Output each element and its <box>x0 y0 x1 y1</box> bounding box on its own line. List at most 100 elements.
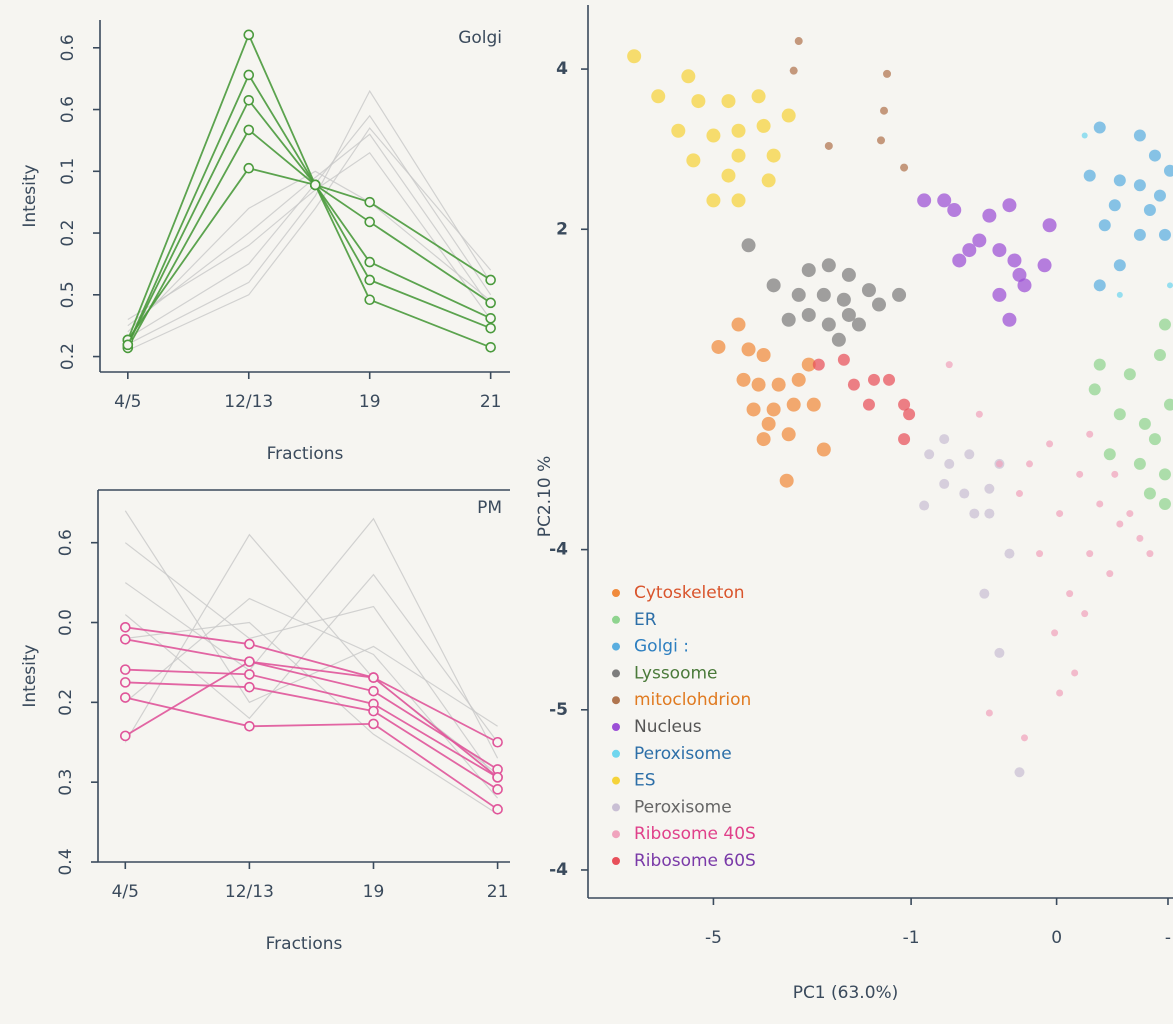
legend-label: ER <box>634 610 657 630</box>
point <box>627 49 642 64</box>
point <box>1113 408 1126 421</box>
point <box>944 458 955 469</box>
legend-marker <box>612 857 620 865</box>
point <box>751 377 766 392</box>
y-tick-label: 0.2 <box>58 220 78 247</box>
profile-line <box>124 510 498 727</box>
y-tick-label: 0.6 <box>58 34 78 61</box>
profile-point <box>364 216 376 228</box>
point <box>761 416 776 431</box>
point <box>831 332 846 347</box>
point <box>1126 510 1134 518</box>
point <box>984 483 995 494</box>
profile-point <box>243 29 255 41</box>
point <box>959 488 970 499</box>
point <box>741 238 756 253</box>
point <box>731 193 746 208</box>
y-tick-label: 0.1 <box>58 158 78 185</box>
profile-line <box>125 696 499 811</box>
point <box>1143 204 1156 217</box>
profile-point <box>364 294 376 306</box>
y-tick-label: 0.5 <box>58 281 78 308</box>
point <box>801 263 816 278</box>
profile-point <box>492 804 503 815</box>
point <box>781 427 796 442</box>
profile-line <box>124 542 499 783</box>
point <box>1133 129 1146 142</box>
point <box>731 317 746 332</box>
point <box>1066 590 1074 598</box>
point <box>1020 734 1028 742</box>
point <box>1158 468 1171 481</box>
point <box>1123 368 1136 381</box>
profile-point <box>368 718 379 730</box>
profile-point <box>244 720 255 732</box>
x-tick-label: 19 <box>363 882 385 902</box>
point <box>898 398 911 411</box>
point <box>766 148 781 163</box>
point <box>1143 487 1156 500</box>
point <box>1093 279 1106 292</box>
y-tick-label: 0.3 <box>56 769 76 796</box>
profile-line <box>124 573 499 743</box>
point <box>883 373 896 386</box>
legend-marker <box>612 803 620 812</box>
point <box>651 89 666 104</box>
point <box>1056 689 1064 697</box>
point <box>1146 550 1154 558</box>
point <box>952 253 967 268</box>
point <box>975 410 983 418</box>
point <box>1113 174 1126 187</box>
point <box>1148 149 1161 162</box>
point <box>691 94 706 109</box>
point <box>1133 457 1146 470</box>
point <box>1004 548 1015 559</box>
point <box>917 193 932 208</box>
y-tick-label: 4 <box>556 59 568 79</box>
point <box>671 123 686 138</box>
profile-line <box>127 127 492 351</box>
point <box>1111 470 1119 478</box>
point <box>794 37 803 46</box>
legend-marker <box>612 830 620 839</box>
point <box>877 136 886 145</box>
point <box>919 500 930 511</box>
point <box>736 372 751 387</box>
point <box>898 433 911 446</box>
y-tick-label: 0.6 <box>56 529 76 556</box>
point <box>686 153 701 168</box>
point <box>903 408 916 421</box>
legend-label: mitoclohdrion <box>634 690 751 710</box>
legend-label: Ribosome 60S <box>634 851 756 871</box>
point <box>1093 358 1106 371</box>
point <box>1014 767 1025 778</box>
point <box>731 123 746 138</box>
point <box>711 339 726 354</box>
profile-point <box>120 692 131 703</box>
legend-marker <box>612 642 620 651</box>
legend-marker <box>612 776 620 785</box>
point <box>1042 218 1057 233</box>
point <box>756 347 771 362</box>
point <box>741 342 756 357</box>
point <box>786 397 801 412</box>
point <box>992 287 1007 302</box>
point <box>1093 121 1106 134</box>
chart: 4 2 -4 -5 -4 -5 -1 0 - PC1 (63.0%) PC2.10 % Cytoske… <box>535 5 1173 1003</box>
y-tick-label: 0.6 <box>58 96 78 123</box>
point <box>781 312 796 327</box>
y-axis-label: PC2.10 % <box>535 456 555 538</box>
profile-line <box>125 638 499 771</box>
point <box>847 378 860 391</box>
profile-point <box>243 162 255 174</box>
y-axis-label: Intesity <box>20 644 40 707</box>
point <box>789 66 798 75</box>
point <box>1096 500 1104 508</box>
y-tick-label: 0.2 <box>58 343 78 370</box>
point <box>1002 198 1017 213</box>
point <box>995 460 1003 468</box>
profile-point <box>122 339 134 351</box>
point <box>1163 398 1173 411</box>
point <box>1113 259 1126 272</box>
